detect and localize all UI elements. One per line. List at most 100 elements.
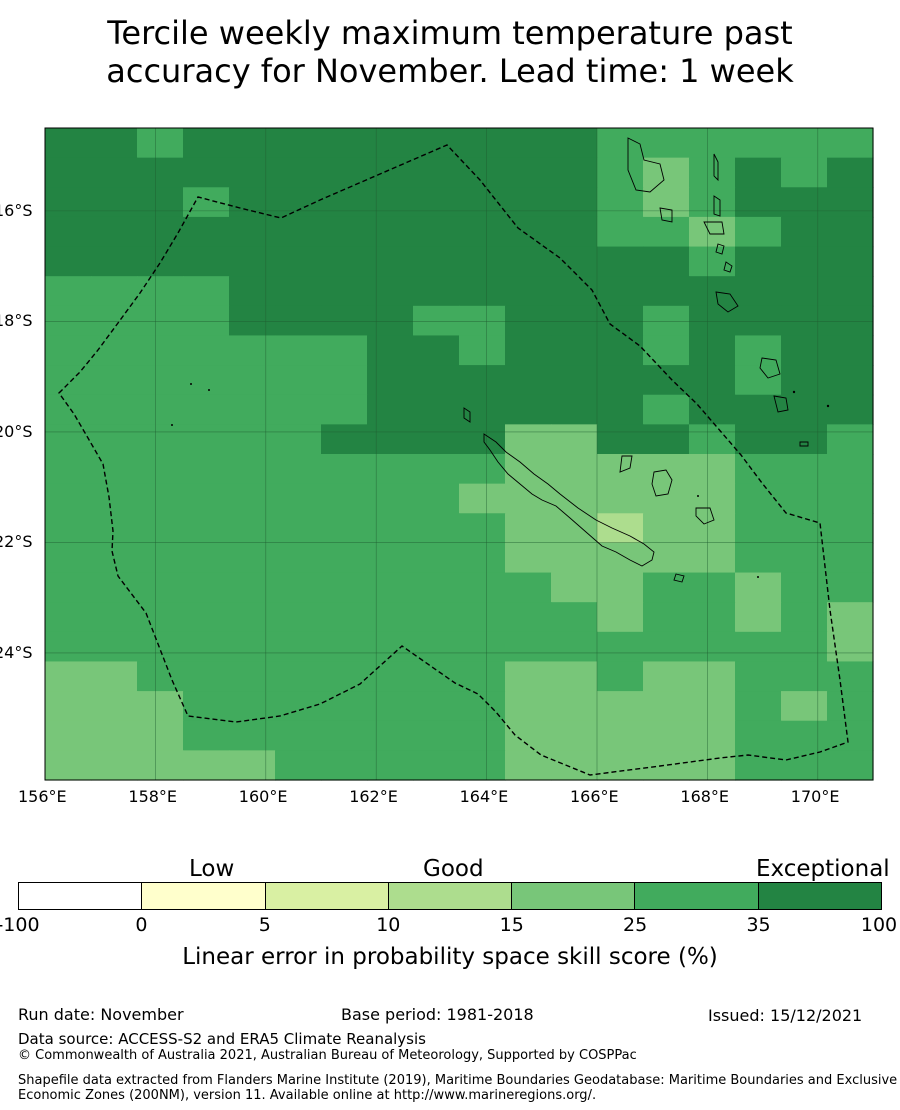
skill-cell — [321, 720, 368, 751]
colorbar-segment — [758, 883, 881, 909]
skill-cell — [459, 483, 506, 514]
legend-category-good: Good — [423, 856, 484, 882]
reef-dot — [697, 495, 699, 497]
skill-cell — [45, 246, 92, 277]
skill-cell — [597, 157, 644, 188]
skill-cell — [689, 394, 736, 425]
skill-cell — [229, 720, 276, 751]
skill-cell — [137, 335, 184, 366]
skill-cell — [275, 542, 322, 574]
skill-cell — [413, 128, 460, 159]
skill-cell — [459, 454, 506, 485]
skill-cell — [229, 365, 276, 396]
skill-cell — [551, 157, 598, 188]
skill-cell — [505, 720, 552, 751]
skill-cell — [551, 365, 598, 396]
skill-cell — [413, 483, 460, 514]
skill-cell — [321, 424, 368, 455]
skill-cell — [689, 691, 736, 722]
reef-dot — [757, 576, 759, 578]
skill-cell — [321, 750, 368, 781]
skill-cell — [183, 187, 230, 218]
skill-cell — [275, 750, 322, 781]
vanuatu-small-isles — [723, 261, 733, 273]
skill-cell — [275, 335, 322, 366]
skill-cell — [689, 602, 736, 633]
skill-cell — [459, 631, 506, 663]
skill-cell — [735, 424, 782, 455]
skill-cell — [91, 691, 138, 722]
colorbar-tick-label: 100 — [860, 914, 898, 936]
skill-cell — [367, 720, 414, 751]
skill-cell — [275, 276, 322, 307]
skill-cell — [781, 691, 828, 722]
skill-cell — [597, 365, 644, 396]
skill-cell — [321, 602, 368, 633]
skill-cell — [643, 720, 690, 751]
skill-cell — [781, 572, 828, 603]
skill-cell — [505, 513, 552, 544]
skill-cell — [367, 276, 414, 307]
skill-cell — [643, 602, 690, 633]
skill-cell — [781, 542, 828, 574]
skill-cell — [551, 305, 598, 337]
colorbar-title: Linear error in probability space skill … — [182, 944, 718, 970]
skill-cell — [183, 424, 230, 455]
skill-cell — [827, 661, 874, 692]
skill-cell — [827, 246, 874, 277]
skill-cell — [505, 276, 552, 307]
skill-cell — [275, 572, 322, 603]
skill-cell — [781, 305, 828, 337]
skill-cell — [827, 276, 874, 307]
skill-cell — [183, 394, 230, 425]
skill-cell — [367, 513, 414, 544]
skill-cell — [91, 335, 138, 366]
skill-cell — [459, 691, 506, 722]
skill-cell — [597, 542, 644, 574]
vanuatu-ambrym — [703, 221, 725, 235]
skill-cell — [45, 157, 92, 188]
skill-cell — [45, 750, 92, 781]
skill-cell — [735, 276, 782, 307]
skill-cell — [505, 335, 552, 366]
longitude-tick-label: 162°E — [349, 787, 398, 806]
skill-cell — [367, 602, 414, 633]
skill-cell — [91, 424, 138, 455]
skill-cell — [183, 750, 230, 781]
skill-cell — [689, 276, 736, 307]
skill-cell — [321, 513, 368, 544]
skill-cell — [689, 305, 736, 337]
skill-cell — [321, 305, 368, 337]
skill-cell — [505, 424, 552, 455]
skill-cell — [413, 572, 460, 603]
skill-cell — [229, 572, 276, 603]
skill-cell — [229, 128, 276, 159]
skill-cell — [229, 305, 276, 337]
skill-cell — [91, 661, 138, 692]
skill-cell — [459, 602, 506, 633]
skill-cell — [137, 631, 184, 663]
skill-cell — [551, 187, 598, 218]
skill-cell — [137, 365, 184, 396]
skill-cell — [597, 246, 644, 277]
skill-cell — [551, 216, 598, 248]
skill-cell — [459, 365, 506, 396]
skill-cell — [413, 720, 460, 751]
vanuatu-efate — [715, 291, 739, 313]
latitude-tick-label: 22°S — [0, 532, 33, 552]
skill-cell — [551, 483, 598, 514]
skill-cell — [643, 542, 690, 574]
skill-cell — [137, 661, 184, 692]
skill-cell — [91, 602, 138, 633]
skill-cell — [45, 187, 92, 218]
skill-cell — [827, 305, 874, 337]
skill-cell — [91, 276, 138, 307]
colorbar-tick-label: 35 — [746, 914, 771, 936]
skill-cell — [229, 483, 276, 514]
skill-cell — [827, 750, 874, 781]
skill-cell — [781, 424, 828, 455]
skill-cell — [367, 305, 414, 337]
skill-cell — [689, 424, 736, 455]
skill-cell — [505, 365, 552, 396]
skill-cell — [321, 631, 368, 663]
